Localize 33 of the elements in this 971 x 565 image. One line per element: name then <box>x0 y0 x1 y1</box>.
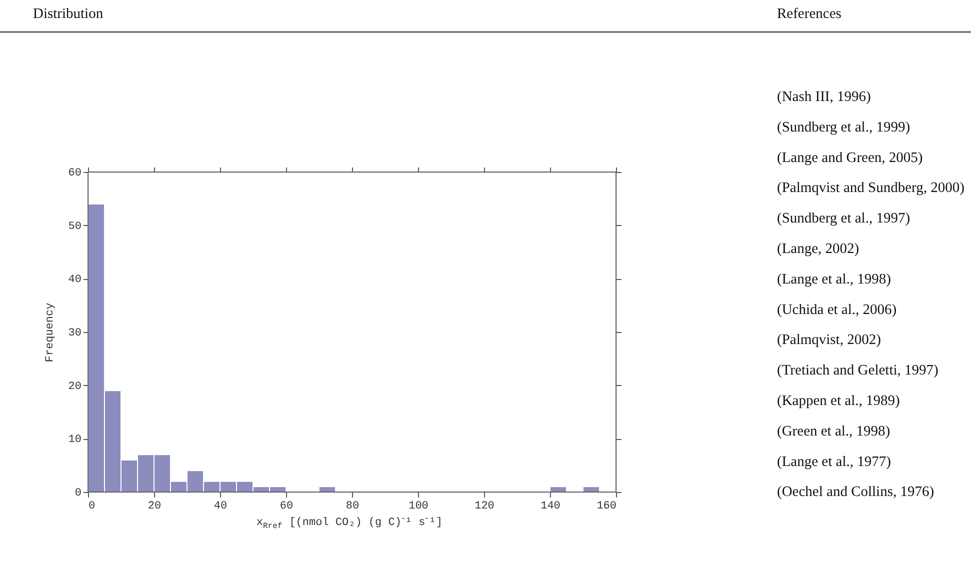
x-tick-label: 100 <box>408 500 428 512</box>
text: (Kappen et al., 1989) <box>777 393 900 409</box>
text: (Sundberg et al., 1999) <box>777 119 910 136</box>
x-tick-label: 40 <box>214 500 228 512</box>
text: (Lange, 2002) <box>777 241 860 257</box>
x-tick-label: 60 <box>280 500 294 512</box>
y-tick-label: 10 <box>68 434 82 446</box>
text: (Palmqvist and Sundberg, 2000) <box>777 180 965 196</box>
y-axis-title: Frequency <box>44 302 56 362</box>
y-tick-label: 0 <box>74 488 82 500</box>
y-tick-label: 20 <box>68 380 82 393</box>
text: (Green et al., 1998) <box>777 423 890 440</box>
y-tick-label: 40 <box>68 274 82 286</box>
y-tick-label: 30 <box>68 328 82 340</box>
text: (Lange et al., 1998) <box>777 271 892 288</box>
y-tick-label: 60 <box>68 168 82 180</box>
text: (Tretiach and Geletti, 1997) <box>777 362 939 379</box>
text: (Uchida et al., 2006) <box>777 302 897 318</box>
x-tick-label: 140 <box>540 500 560 512</box>
x-tick-label: 20 <box>148 500 162 512</box>
y-tick-label: 50 <box>68 220 82 233</box>
x-tick-label: 80 <box>346 500 360 512</box>
x-tick-label: 160 <box>596 500 616 512</box>
text: References <box>777 6 842 22</box>
text: (Lange et al., 1977) <box>777 454 892 470</box>
text: (Oechel and Collins, 1976) <box>777 484 934 500</box>
text: (Palmqvist, 2002) <box>777 332 882 348</box>
text: (Lange and Green, 2005) <box>777 150 923 166</box>
text: Distribution <box>33 6 104 22</box>
x-tick-label: 0 <box>88 500 96 512</box>
text: (Nash III, 1996) <box>777 89 871 105</box>
text: (Sundberg et al., 1997) <box>777 210 910 227</box>
x-tick-label: 120 <box>474 500 494 512</box>
